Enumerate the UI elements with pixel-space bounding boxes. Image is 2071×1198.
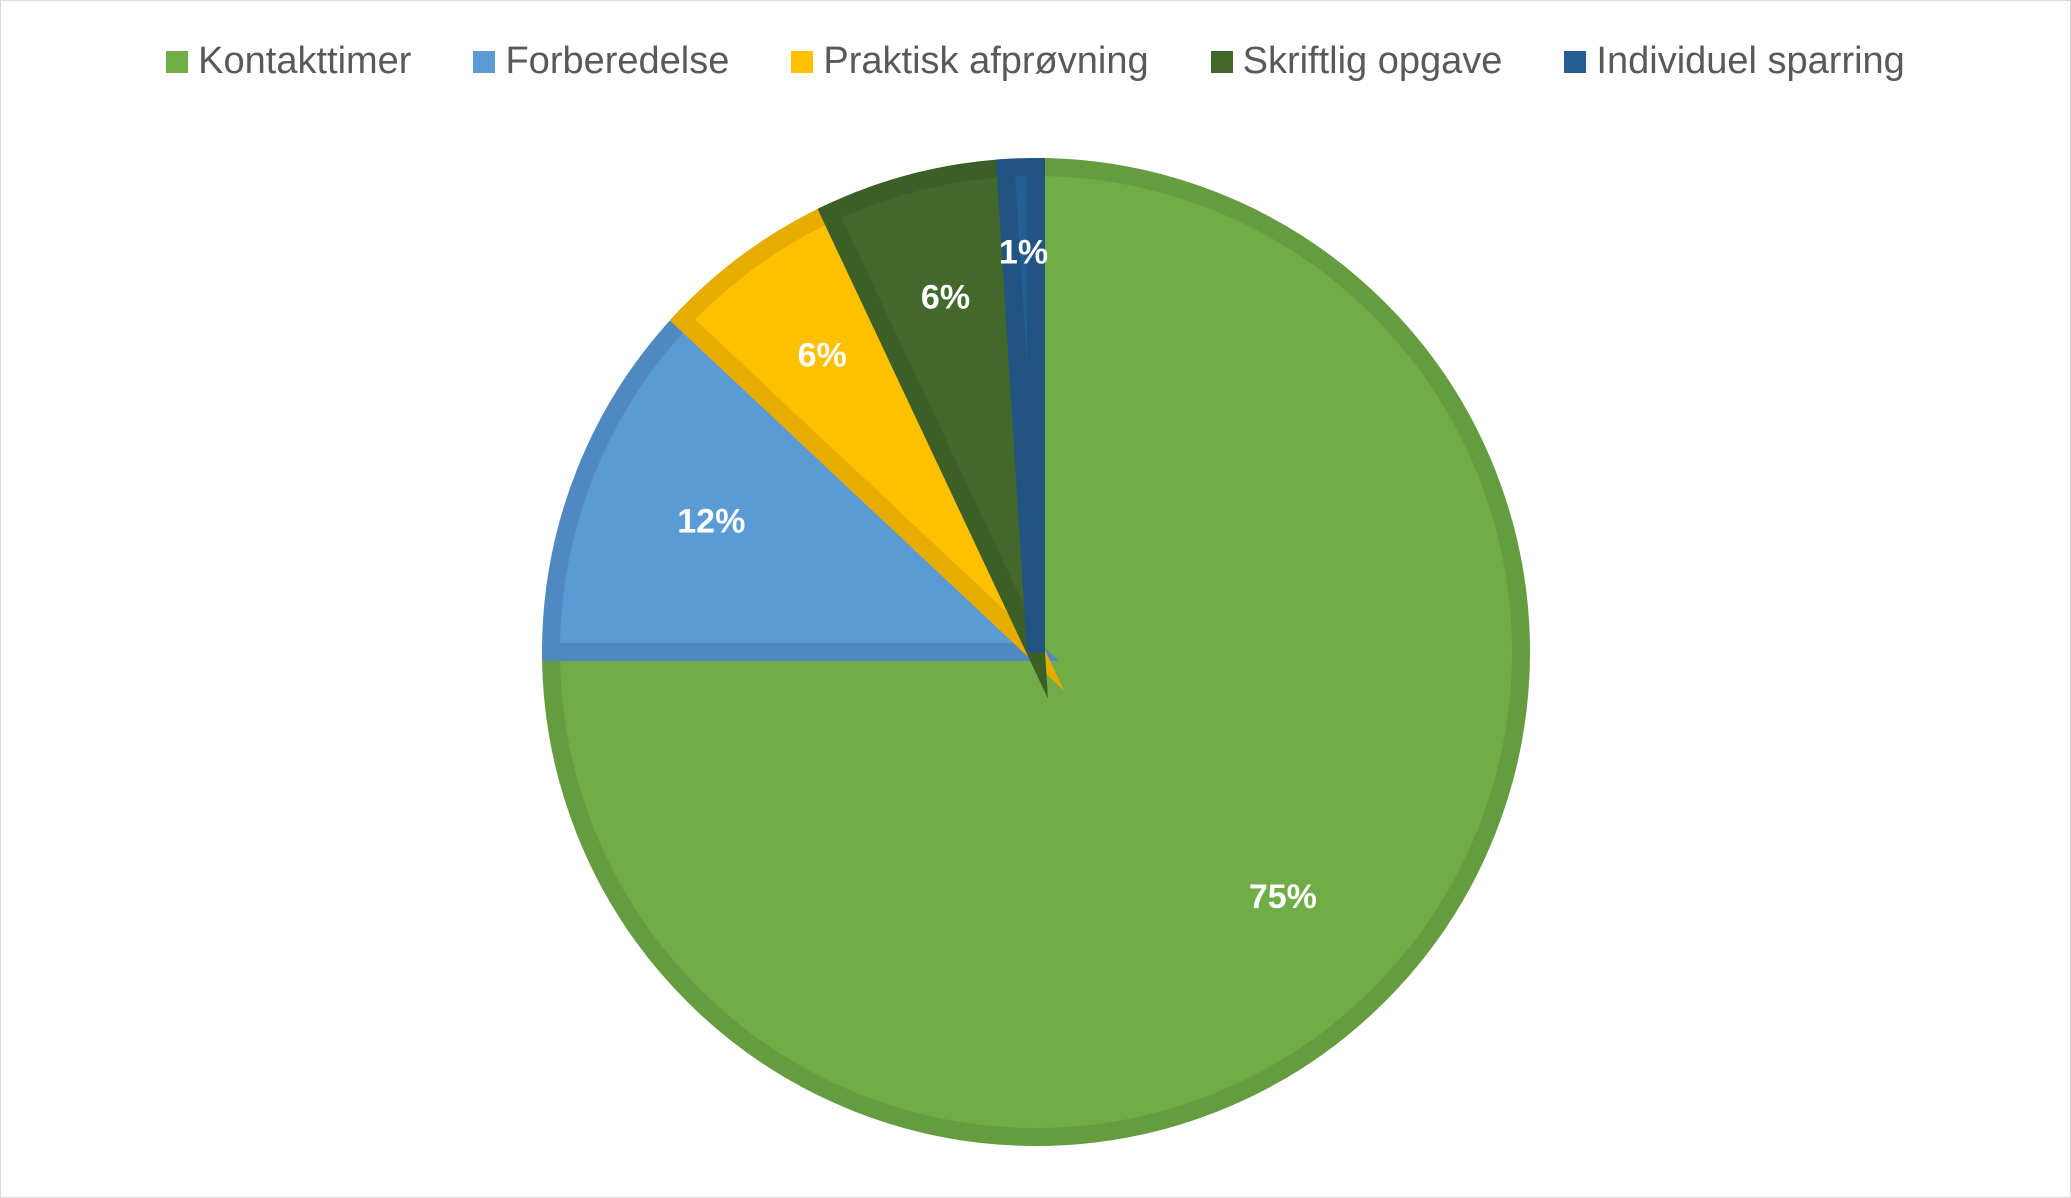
legend-label: Individuel sparring (1596, 40, 1905, 82)
legend-item-individuel-sparring: Individuel sparring (1564, 40, 1905, 83)
legend-item-forberedelse: Forberedelse (473, 40, 729, 83)
pie-slice-forberedelse (541, 307, 1059, 661)
data-label-kontakttimer: 75% (1249, 878, 1317, 916)
legend-swatch (1210, 50, 1233, 73)
pie-data-labels: 75% 12% 6% 6% 1% (677, 233, 1317, 915)
pie-slices (541, 157, 1530, 1146)
pie-slice-individuel-sparring (996, 157, 1045, 653)
legend-swatch (791, 50, 814, 73)
legend-label: Skriftlig opgave (1242, 40, 1503, 82)
chart-legend: Kontakttimer Forberedelse Praktisk afprøvn… (0, 40, 2071, 83)
data-label-individuel-sparring: 1% (999, 233, 1048, 271)
legend-swatch (166, 50, 189, 73)
legend-swatch (473, 50, 496, 73)
pie-slice-kontakttimer (541, 157, 1530, 1146)
legend-label: Forberedelse (505, 40, 730, 82)
data-label-skriftlig-opgave: 6% (921, 279, 970, 317)
data-label-forberedelse: 12% (677, 502, 745, 540)
legend-label: Praktisk afprøvning (823, 40, 1149, 82)
legend-item-skriftlig-opgave: Skriftlig opgave (1210, 40, 1503, 83)
legend-item-praktisk-afprovning: Praktisk afprøvning (791, 40, 1149, 83)
data-label-praktisk-afprovning: 6% (798, 337, 847, 375)
legend-item-kontakttimer: Kontakttimer (166, 40, 411, 83)
legend-label: Kontakttimer (198, 40, 412, 82)
legend-swatch (1564, 50, 1587, 73)
